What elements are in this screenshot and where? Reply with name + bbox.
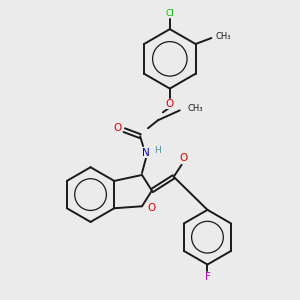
Text: F: F [205, 272, 210, 282]
Text: O: O [166, 99, 174, 110]
Text: O: O [179, 153, 188, 163]
Text: O: O [148, 203, 156, 213]
Text: CH₃: CH₃ [215, 32, 231, 40]
Text: H: H [154, 146, 161, 155]
Text: CH₃: CH₃ [188, 104, 203, 113]
Text: N: N [142, 148, 150, 158]
Text: O: O [113, 123, 122, 133]
Text: Cl: Cl [165, 9, 174, 18]
